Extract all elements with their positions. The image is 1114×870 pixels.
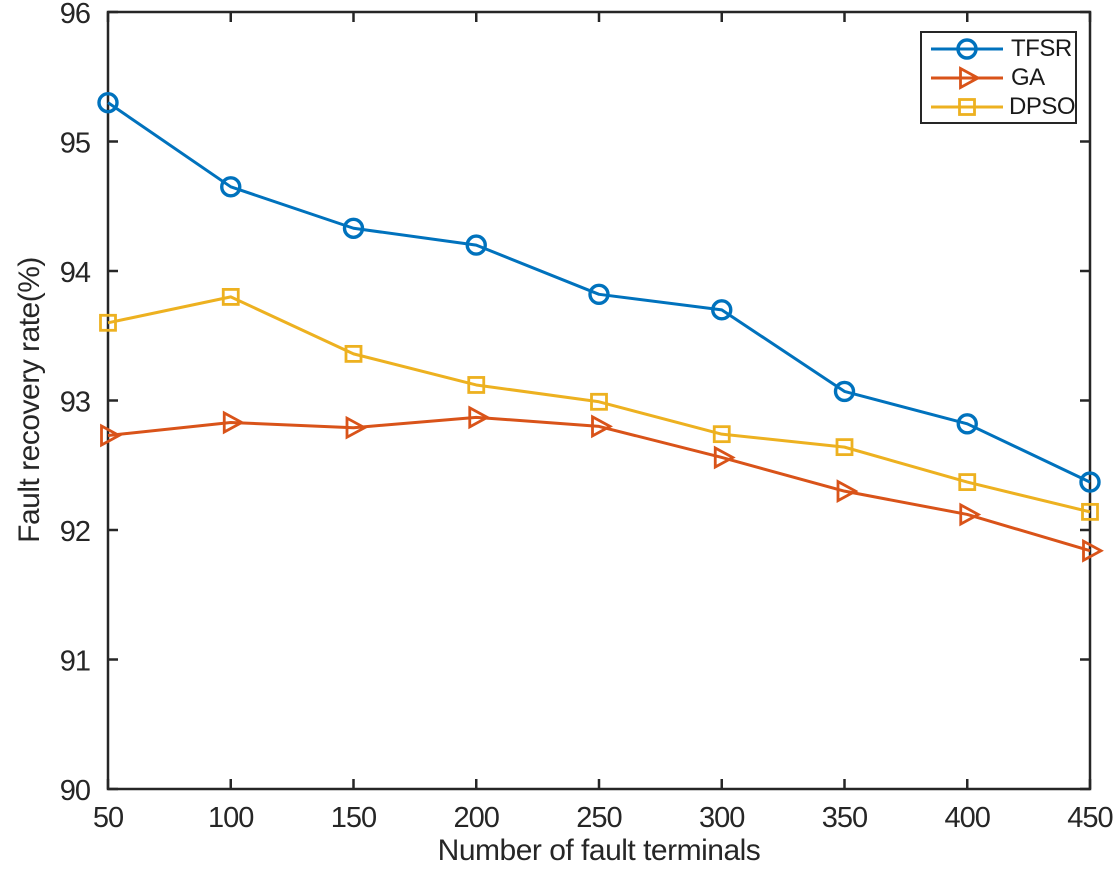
legend: TFSR GA DPSO: [920, 31, 1077, 124]
series-marker-dpso: [467, 376, 486, 394]
legend-entry-tfsr: TFSR: [928, 34, 1075, 63]
legend-entry-dpso: DPSO: [928, 92, 1076, 121]
y-tick-label: 90: [60, 775, 90, 807]
x-tick-label: 300: [699, 802, 744, 834]
series-marker-ga: [836, 479, 859, 504]
series-marker-ga: [1082, 538, 1104, 563]
series-marker-ga: [222, 410, 245, 435]
series-marker-dpso: [221, 287, 240, 306]
series-marker-tfsr: [342, 217, 365, 239]
series-marker-dpso: [344, 344, 363, 363]
series-marker-tfsr: [588, 283, 610, 306]
series-marker-dpso: [99, 313, 117, 332]
x-tick-label: 250: [576, 802, 621, 834]
series-line-dpso: [107, 295, 1091, 514]
x-tick-label: 450: [1067, 802, 1112, 834]
series-marker-dpso: [1081, 502, 1099, 521]
legend-sample-tfsr: [931, 37, 1003, 60]
series-marker-tfsr: [220, 176, 242, 198]
legend-entry-ga: GA: [928, 63, 1075, 92]
y-tick-label: 95: [60, 128, 90, 160]
x-axis-label: Number of fault terminals: [437, 834, 761, 867]
series-marker-dpso: [590, 392, 608, 411]
x-tick-label: 100: [208, 802, 253, 834]
x-tick-label: 400: [945, 802, 990, 834]
series-marker-dpso: [712, 425, 731, 444]
legend-marker-ga: [959, 65, 981, 90]
series-line-ga: [107, 415, 1091, 553]
series-marker-ga: [959, 502, 982, 527]
x-tick-label: 200: [454, 802, 499, 834]
x-tick-label: 350: [822, 802, 867, 834]
series-marker-tfsr: [465, 234, 487, 256]
y-tick-label: 93: [60, 387, 90, 419]
y-tick-label: 94: [60, 257, 91, 289]
series-marker-tfsr: [1079, 471, 1101, 493]
legend-label-dpso: DPSO: [1008, 92, 1076, 120]
series-marker-ga: [100, 423, 122, 448]
y-tick-label: 96: [60, 0, 90, 30]
legend-sample-ga: [931, 65, 1003, 90]
series-line-tfsr: [107, 101, 1091, 484]
legend-label-ga: GA: [1011, 63, 1045, 91]
legend-label-tfsr: TFSR: [1011, 34, 1072, 62]
y-axis-label: Fault recovery rate(%): [13, 257, 46, 543]
series-marker-dpso: [835, 438, 854, 457]
series-marker-dpso: [958, 473, 977, 491]
series-marker-ga: [591, 414, 613, 439]
series-marker-tfsr: [97, 91, 119, 114]
series-marker-tfsr: [956, 413, 978, 435]
x-tick-label: 50: [93, 802, 123, 834]
x-tick-label: 150: [331, 802, 376, 834]
y-tick-label: 91: [60, 646, 90, 678]
legend-marker-dpso: [958, 97, 976, 116]
series-marker-tfsr: [833, 380, 856, 403]
y-tick-label: 92: [60, 516, 90, 548]
legend-sample-dpso: [931, 97, 1003, 116]
series-marker-ga: [713, 445, 736, 470]
series-marker-ga: [468, 405, 491, 430]
legend-marker-tfsr: [956, 37, 978, 60]
series-marker-ga: [345, 415, 368, 440]
series-marker-tfsr: [711, 299, 733, 321]
